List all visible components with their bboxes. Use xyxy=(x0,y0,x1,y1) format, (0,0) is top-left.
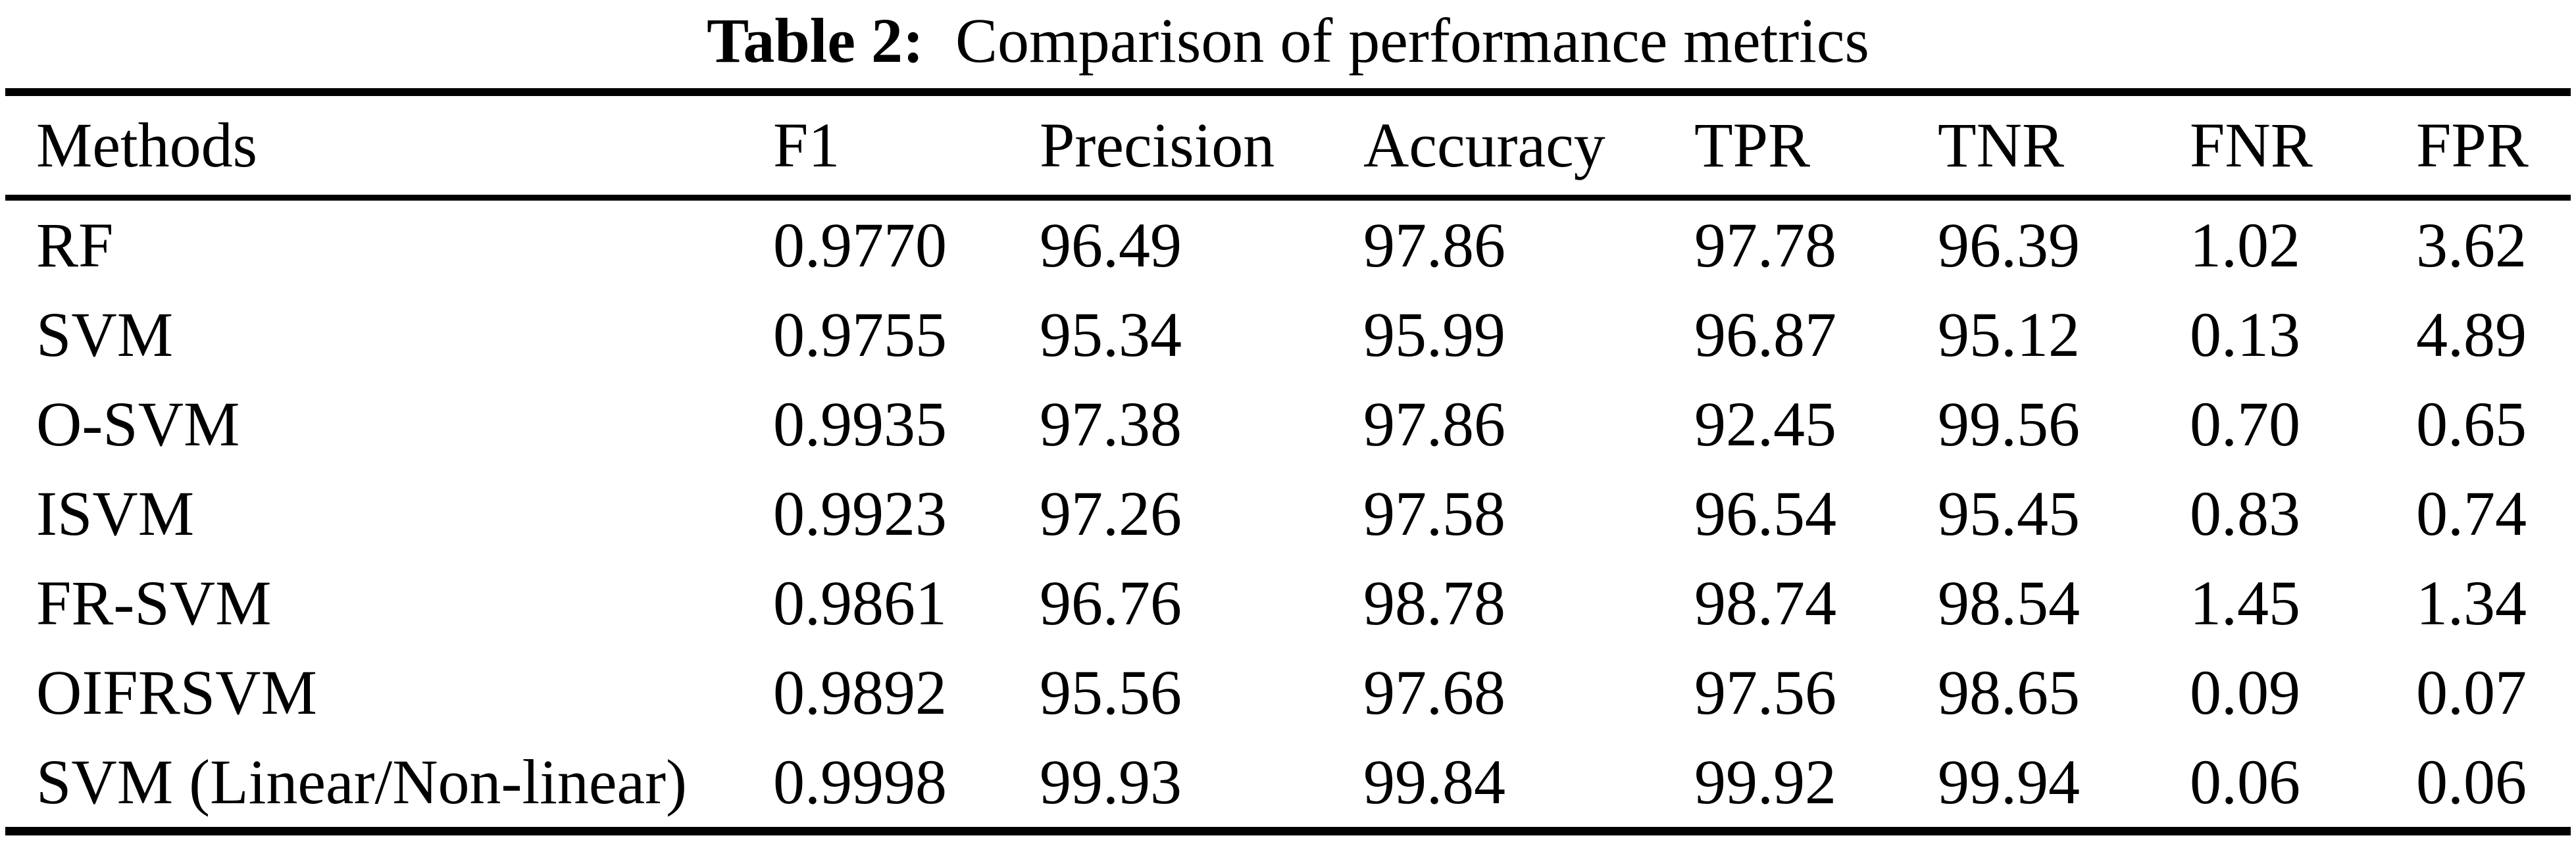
table-row: RF 0.9770 96.49 97.86 97.78 96.39 1.02 3.62 xyxy=(0,201,2576,290)
table-row: FR-SVM 0.9861 96.76 98.78 98.74 98.54 1.45 1.34 xyxy=(0,559,2576,648)
value-cell: 1.34 xyxy=(2416,568,2527,638)
method-cell: FR-SVM xyxy=(36,568,272,638)
value-cell: 0.06 xyxy=(2416,747,2527,817)
value-cell: 0.9892 xyxy=(773,657,947,728)
value-cell: 97.56 xyxy=(1694,657,1836,728)
value-cell: 96.87 xyxy=(1694,299,1836,370)
value-cell: 0.9755 xyxy=(773,299,947,370)
table-row: OIFRSVM 0.9892 95.56 97.68 97.56 98.65 0.09 0.0… xyxy=(0,648,2576,737)
value-cell: 0.9923 xyxy=(773,478,947,549)
value-cell: 97.26 xyxy=(1040,478,1182,549)
value-cell: 95.45 xyxy=(1938,478,2080,549)
method-cell: SVM (Linear/Non-linear) xyxy=(36,747,688,817)
table-mid-rule xyxy=(5,195,2571,201)
value-cell: 0.9770 xyxy=(773,210,947,280)
value-cell: 99.94 xyxy=(1938,747,2080,817)
value-cell: 0.9861 xyxy=(773,568,947,638)
table-body: RF 0.9770 96.49 97.86 97.78 96.39 1.02 3.62 SVM 0… xyxy=(0,201,2576,827)
value-cell: 98.65 xyxy=(1938,657,2080,728)
table-top-rule xyxy=(5,88,2571,96)
value-cell: 99.93 xyxy=(1040,747,1182,817)
value-cell: 1.45 xyxy=(2190,568,2300,638)
value-cell: 97.86 xyxy=(1363,210,1505,280)
table-bottom-rule xyxy=(5,827,2571,835)
value-cell: 0.65 xyxy=(2416,389,2527,459)
value-cell: 0.9998 xyxy=(773,747,947,817)
value-cell: 99.56 xyxy=(1938,389,2080,459)
value-cell: 98.54 xyxy=(1938,568,2080,638)
column-header-tpr: TPR xyxy=(1694,110,1811,180)
column-header-fpr: FPR xyxy=(2416,110,2529,180)
value-cell: 99.92 xyxy=(1694,747,1836,817)
value-cell: 95.56 xyxy=(1040,657,1182,728)
value-cell: 0.06 xyxy=(2190,747,2300,817)
value-cell: 4.89 xyxy=(2416,299,2527,370)
value-cell: 0.9935 xyxy=(773,389,947,459)
column-header-methods: Methods xyxy=(36,110,257,180)
value-cell: 95.34 xyxy=(1040,299,1182,370)
column-header-precision: Precision xyxy=(1040,110,1275,180)
column-header-accuracy: Accuracy xyxy=(1363,110,1605,180)
value-cell: 92.45 xyxy=(1694,389,1836,459)
value-cell: 0.74 xyxy=(2416,478,2527,549)
value-cell: 95.99 xyxy=(1363,299,1505,370)
table-row: O-SVM 0.9935 97.38 97.86 92.45 99.56 0.70 0.65 xyxy=(0,380,2576,469)
column-header-fnr: FNR xyxy=(2190,110,2313,180)
value-cell: 97.38 xyxy=(1040,389,1182,459)
value-cell: 97.58 xyxy=(1363,478,1505,549)
value-cell: 98.74 xyxy=(1694,568,1836,638)
value-cell: 1.02 xyxy=(2190,210,2300,280)
table-caption-text: Comparison of performance metrics xyxy=(955,5,1869,76)
value-cell: 3.62 xyxy=(2416,210,2527,280)
value-cell: 0.09 xyxy=(2190,657,2300,728)
value-cell: 96.76 xyxy=(1040,568,1182,638)
method-cell: SVM xyxy=(36,299,174,370)
value-cell: 95.12 xyxy=(1938,299,2080,370)
value-cell: 96.49 xyxy=(1040,210,1182,280)
method-cell: ISVM xyxy=(36,478,195,549)
value-cell: 97.68 xyxy=(1363,657,1505,728)
table-row: ISVM 0.9923 97.26 97.58 96.54 95.45 0.83 0.74 xyxy=(0,469,2576,559)
table-row: SVM (Linear/Non-linear) 0.9998 99.93 99.84 9… xyxy=(0,737,2576,827)
table-caption-label: Table 2: xyxy=(707,5,924,76)
value-cell: 99.84 xyxy=(1363,747,1505,817)
table-caption: Table 2: Comparison of performance metri… xyxy=(0,0,2576,88)
method-cell: RF xyxy=(36,210,114,280)
value-cell: 96.39 xyxy=(1938,210,2080,280)
column-header-tnr: TNR xyxy=(1938,110,2064,180)
value-cell: 98.78 xyxy=(1363,568,1505,638)
method-cell: OIFRSVM xyxy=(36,657,317,728)
table-header-row: Methods F1 Precision Accuracy TPR TNR FNR FPR xyxy=(0,96,2576,195)
value-cell: 97.78 xyxy=(1694,210,1836,280)
value-cell: 0.83 xyxy=(2190,478,2300,549)
value-cell: 0.13 xyxy=(2190,299,2300,370)
table-row: SVM 0.9755 95.34 95.99 96.87 95.12 0.13 4.89 xyxy=(0,290,2576,380)
value-cell: 0.70 xyxy=(2190,389,2300,459)
value-cell: 96.54 xyxy=(1694,478,1836,549)
value-cell: 97.86 xyxy=(1363,389,1505,459)
method-cell: O-SVM xyxy=(36,389,240,459)
value-cell: 0.07 xyxy=(2416,657,2527,728)
column-header-f1: F1 xyxy=(773,110,840,180)
